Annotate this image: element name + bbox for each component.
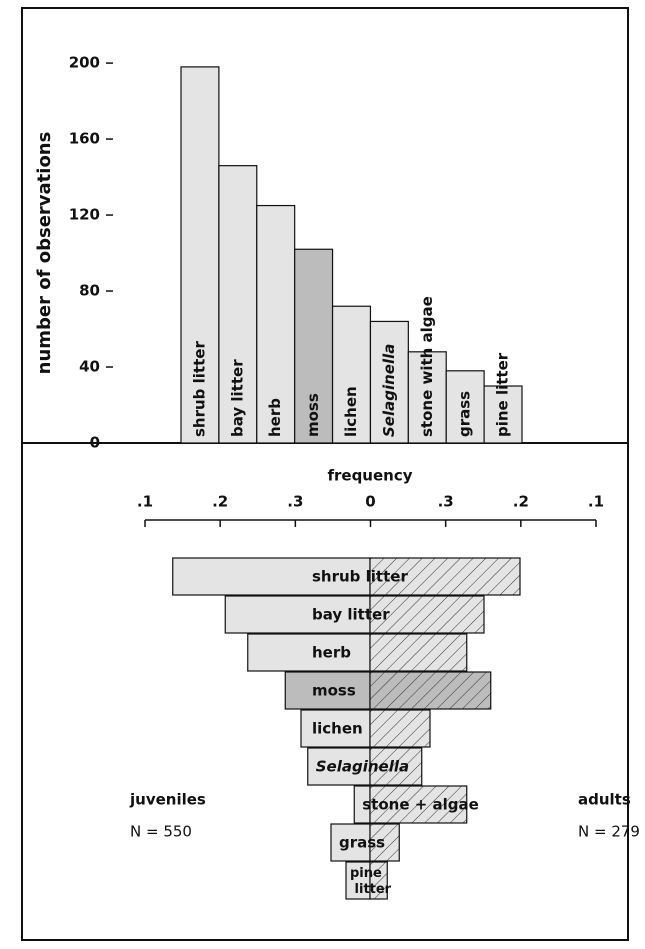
y-tick-label: 40: [79, 358, 100, 376]
bar-label: shrub litter: [190, 341, 208, 437]
bar: [483, 385, 523, 444]
bar-hatch: [369, 747, 423, 786]
bar-label: grass: [339, 834, 385, 852]
y-tick-label: 80: [79, 282, 100, 300]
bar-label: bay litter: [228, 359, 246, 437]
bar-label: shrub litter: [312, 568, 408, 586]
bar: [247, 633, 371, 672]
bar: [307, 747, 371, 786]
bar-label: herb: [312, 644, 351, 662]
y-tick-label: 0: [90, 434, 100, 452]
bar: [345, 861, 371, 900]
bar-hatch: [369, 709, 431, 748]
bar-hatch: [369, 671, 492, 710]
bar: [180, 66, 220, 444]
legend-label: adults: [578, 791, 631, 809]
bar: [331, 305, 372, 444]
n-label: N = 279: [578, 823, 640, 841]
bar-label: Selaginella: [380, 344, 398, 437]
bar-hatch: [369, 823, 400, 862]
legend-label: juveniles: [129, 791, 206, 809]
bar-label: stone + algae: [362, 796, 479, 814]
frame: [21, 7, 629, 941]
bar-label: grass: [456, 391, 474, 437]
bar-label: moss: [304, 393, 322, 437]
bar: [369, 320, 409, 444]
bar: [330, 823, 371, 862]
bar: [300, 709, 371, 748]
bar-label: lichen: [342, 386, 360, 437]
bar: [218, 165, 258, 444]
x-tick-label: .1: [137, 493, 153, 511]
x-tick-label: .3: [438, 493, 454, 511]
y-axis-label: number of observations: [34, 132, 55, 375]
bar-label: herb: [266, 398, 284, 437]
x-tick-label: .2: [513, 493, 529, 511]
x-tick-label: .1: [588, 493, 604, 511]
bar-hatch: [369, 633, 468, 672]
bar-hatch: [369, 861, 388, 900]
y-tick-label: 200: [69, 54, 100, 72]
bar-label: pine litter: [494, 352, 512, 437]
x-tick-label: .2: [212, 493, 228, 511]
bar-label: stone with algae: [418, 296, 436, 437]
x-tick-label: .3: [287, 493, 303, 511]
y-tick-label: 120: [69, 206, 100, 224]
n-label: N = 550: [130, 823, 192, 841]
bar: [256, 204, 296, 444]
bar-hatch: [369, 785, 468, 824]
bar-label: lichen: [312, 720, 363, 738]
bar-label: Selaginella: [316, 758, 409, 776]
bar-label: pine litter: [350, 866, 392, 897]
bar: [284, 671, 371, 710]
x-tick-label: 0: [365, 493, 375, 511]
y-tick-label: 160: [69, 130, 100, 148]
bar: [294, 248, 334, 444]
bar: [224, 595, 371, 634]
bar-label: bay litter: [312, 606, 390, 624]
bar-label: moss: [312, 682, 356, 700]
x-axis-label: frequency: [327, 467, 412, 485]
bar-hatch: [369, 557, 521, 596]
bar-hatch: [369, 595, 485, 634]
